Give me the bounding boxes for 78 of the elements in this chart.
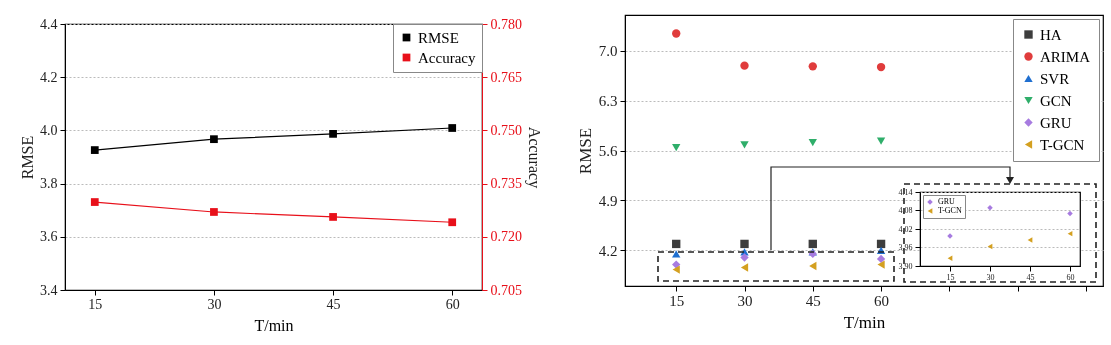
x-tick-label: 30 [737,292,753,309]
legend-label: HA [1040,26,1062,43]
point [876,239,886,249]
y-tick-label: 3.96 [898,243,913,252]
x-tick-label: 60 [874,292,890,309]
point [876,137,886,145]
point [329,129,337,138]
point [740,141,749,149]
y-tick-label: 3.8 [40,176,58,192]
y2-tick-label: 0.765 [490,69,522,85]
legend-label: ARIMA [1040,48,1091,65]
point [808,139,817,147]
x-axis-title: T/min [843,312,886,332]
point [90,198,99,206]
x-tick-label: 60 [1066,272,1075,282]
x-tick-label: 45 [326,296,341,312]
point [877,260,885,269]
point [672,239,681,249]
y-tick-label: 4.0 [40,122,58,138]
y-tick-label: 3.90 [898,261,913,271]
y-tick-label: 4.2 [598,242,618,259]
point [210,208,218,216]
legend-label: GRU [1040,114,1072,131]
x-tick-label: 30 [986,272,995,282]
point [809,261,817,271]
y-tick-label: 4.9 [598,192,618,209]
point [1067,210,1073,217]
y-tick-label: 4.2 [40,69,58,85]
point [90,146,99,154]
point [672,29,681,38]
y-tick-label: 5.6 [598,143,618,159]
x-tick-label: 60 [445,296,460,312]
point [987,204,993,211]
y2-tick-label: 0.780 [490,16,522,32]
point [740,239,749,249]
y2-tick-label: 0.750 [490,122,522,138]
y-axis-title: RMSE [575,127,595,175]
legend-label: RMSE [418,29,459,46]
y2-tick-label: 0.720 [490,229,522,245]
legend-label: GRU [938,197,956,206]
legend-label: Accuracy [418,49,476,66]
point [672,265,680,274]
point [740,61,749,70]
point [876,254,886,264]
point [740,263,749,272]
x-tick-label: 15 [669,292,685,309]
point [448,218,457,227]
y-tick-label: 3.6 [40,229,58,245]
y-tick-label: 4.02 [898,224,913,234]
x-tick-label: 30 [207,296,222,312]
y2-tick-label: 0.735 [490,176,522,192]
legend-label: GCN [1040,92,1072,109]
y-tick-label: 6.3 [598,93,618,110]
legend-label: SVR [1040,70,1070,87]
x-tick-label: 15 [946,272,955,282]
point [740,253,749,262]
point [672,250,681,258]
legend-label: T-GCN [1040,136,1085,153]
point [876,62,886,72]
y-tick-label: 3.4 [40,282,58,298]
y-tick-label: 4.14 [898,187,913,197]
y2-axis-title: Accuracy [525,126,543,189]
point [448,124,457,132]
point [808,62,817,71]
y2-tick-label: 0.705 [490,282,522,298]
point [672,144,681,152]
y-tick-label: 7.0 [598,43,618,60]
y-axis-title: RMSE [19,135,36,180]
y-tick-label: 4.4 [40,16,58,32]
x-tick-label: 45 [1026,272,1035,282]
point [210,135,218,144]
point [987,243,993,250]
x-axis-title: T/min [254,316,294,334]
point [329,213,337,221]
x-tick-label: 15 [88,296,103,312]
point [808,239,817,249]
x-tick-label: 45 [805,292,821,309]
legend-label: T-GCN [938,206,962,215]
